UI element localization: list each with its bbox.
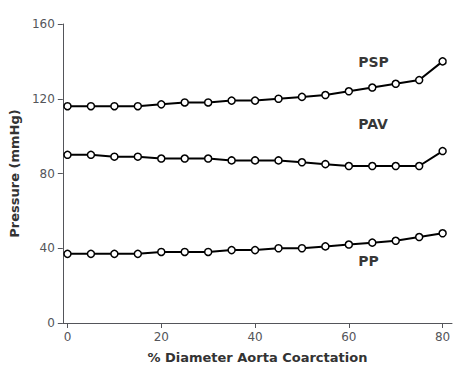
svg-text:0: 0 [64, 330, 72, 344]
svg-text:PAV: PAV [358, 116, 388, 132]
svg-text:40: 40 [247, 330, 262, 344]
svg-text:80: 80 [40, 167, 55, 181]
svg-text:40: 40 [40, 241, 55, 255]
svg-text:PSP: PSP [358, 54, 389, 70]
svg-text:60: 60 [341, 330, 356, 344]
svg-text:80: 80 [435, 330, 450, 344]
svg-text:PP: PP [358, 253, 379, 269]
svg-text:120: 120 [32, 92, 55, 106]
svg-text:Pressure (mmHg): Pressure (mmHg) [7, 109, 22, 237]
svg-text:20: 20 [154, 330, 169, 344]
svg-text:0: 0 [47, 316, 55, 330]
svg-text:% Diameter Aorta Coarctation: % Diameter Aorta Coarctation [147, 350, 367, 365]
svg-text:160: 160 [32, 17, 55, 31]
